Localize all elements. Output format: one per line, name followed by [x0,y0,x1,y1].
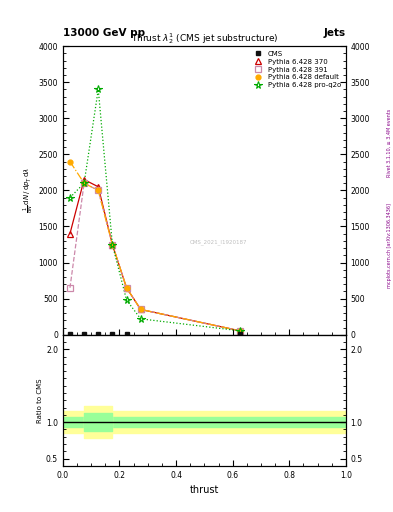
Bar [63,411,346,433]
Pythia 6.428 default [96,187,101,194]
Pythia 6.428 default [138,306,143,312]
Pythia 6.428 pro-q2o [96,87,101,93]
Pythia 6.428 pro-q2o [138,316,143,322]
Pythia 6.428 370 [68,230,72,237]
Line: Pythia 6.428 default: Pythia 6.428 default [68,159,242,333]
CMS [110,331,115,337]
CMS [96,331,101,337]
Pythia 6.428 391 [237,328,242,334]
Bar [63,417,346,428]
Pythia 6.428 370 [82,177,86,183]
Pythia 6.428 391 [138,306,143,312]
Pythia 6.428 pro-q2o [237,328,242,334]
Pythia 6.428 default [82,180,86,186]
Pythia 6.428 370 [124,285,129,291]
X-axis label: thrust: thrust [190,485,219,495]
Text: CMS_2021_I1920187: CMS_2021_I1920187 [190,240,247,245]
Pythia 6.428 391 [68,285,72,291]
Pythia 6.428 370 [96,184,101,190]
Pythia 6.428 default [124,285,129,291]
Pythia 6.428 default [237,328,242,334]
Pythia 6.428 370 [237,328,242,334]
Pythia 6.428 default [68,158,72,164]
Text: 13000 GeV pp: 13000 GeV pp [63,28,145,38]
CMS [82,331,86,337]
CMS [237,331,242,337]
Y-axis label: Ratio to CMS: Ratio to CMS [37,378,43,422]
CMS [68,331,72,337]
Line: Pythia 6.428 pro-q2o: Pythia 6.428 pro-q2o [66,86,244,334]
Text: Jets: Jets [324,28,346,38]
Line: Pythia 6.428 370: Pythia 6.428 370 [67,177,243,334]
Pythia 6.428 370 [138,306,143,312]
Pythia 6.428 pro-q2o [82,180,86,186]
Text: mcplots.cern.ch [arXiv:1306.3436]: mcplots.cern.ch [arXiv:1306.3436] [387,203,391,288]
Pythia 6.428 pro-q2o [110,242,115,248]
CMS [124,331,129,337]
Text: Rivet 3.1.10, ≥ 3.4M events: Rivet 3.1.10, ≥ 3.4M events [387,109,391,178]
Pythia 6.428 370 [110,242,115,248]
Pythia 6.428 pro-q2o [124,297,129,303]
Line: CMS: CMS [68,331,242,337]
Line: Pythia 6.428 391: Pythia 6.428 391 [67,180,243,334]
Pythia 6.428 default [110,242,115,248]
Pythia 6.428 pro-q2o [68,195,72,201]
Title: Thrust $\lambda_2^1$ (CMS jet substructure): Thrust $\lambda_2^1$ (CMS jet substructu… [131,31,278,46]
Pythia 6.428 391 [110,242,115,248]
Pythia 6.428 391 [82,180,86,186]
Legend: CMS, Pythia 6.428 370, Pythia 6.428 391, Pythia 6.428 default, Pythia 6.428 pro-: CMS, Pythia 6.428 370, Pythia 6.428 391,… [250,50,342,90]
Pythia 6.428 391 [96,187,101,194]
Pythia 6.428 391 [124,285,129,291]
Y-axis label: $\frac{1}{\mathrm{d}N}\,\mathrm{d}N\,/\,\mathrm{d}p_T\,\mathrm{d}\lambda$: $\frac{1}{\mathrm{d}N}\,\mathrm{d}N\,/\,… [22,167,36,214]
